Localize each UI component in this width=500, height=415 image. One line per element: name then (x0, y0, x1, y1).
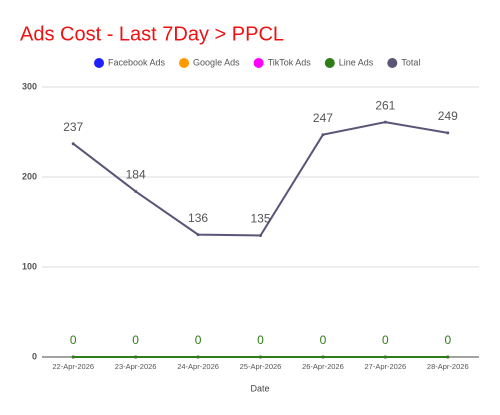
point (196, 355, 200, 359)
point (71, 142, 75, 146)
x-tick-label: 24-Apr-2026 (177, 362, 219, 371)
point (259, 234, 262, 237)
data-label: 0 (320, 333, 327, 347)
point (196, 233, 200, 237)
x-tick-label: 26-Apr-2026 (302, 362, 344, 371)
point (321, 355, 325, 359)
x-tick-label: 27-Apr-2026 (365, 362, 407, 371)
data-label: 135 (250, 212, 270, 226)
chart-title: Ads Cost - Last 7Day > PPCL (20, 23, 284, 45)
y-tick-label: 0 (32, 351, 37, 361)
data-label: 261 (375, 98, 395, 112)
legend-marker (387, 58, 398, 68)
x-tick-label: 28-Apr-2026 (427, 362, 469, 371)
data-label: 0 (382, 333, 389, 347)
point (259, 355, 262, 359)
legend-label: Line Ads (339, 57, 374, 67)
legend-marker (324, 58, 335, 68)
data-label: 249 (438, 109, 458, 123)
data-label: 0 (444, 333, 451, 347)
data-label: 0 (132, 333, 139, 347)
data-label: 237 (63, 120, 83, 134)
point (446, 355, 450, 359)
point (71, 355, 75, 359)
point (134, 189, 138, 193)
legend-marker (253, 58, 264, 68)
data-label: 0 (70, 333, 77, 347)
point (446, 131, 450, 135)
data-label: 0 (195, 333, 202, 347)
point (321, 133, 325, 137)
point (383, 120, 387, 124)
y-tick-label: 200 (22, 171, 37, 181)
legend-label: TikTok Ads (268, 57, 312, 67)
point (383, 355, 387, 359)
y-tick-label: 100 (22, 261, 37, 271)
legend-marker (94, 58, 104, 68)
data-label: 0 (257, 333, 264, 347)
legend-label: Google Ads (193, 57, 240, 67)
y-tick-label: 300 (22, 81, 37, 91)
data-label: 247 (313, 111, 333, 125)
data-label: 136 (188, 211, 208, 225)
legend-label: Facebook Ads (108, 57, 166, 67)
legend-label: Total (401, 57, 420, 67)
x-tick-label: 23-Apr-2026 (115, 362, 157, 371)
data-label: 184 (126, 168, 146, 182)
point (134, 355, 138, 359)
x-axis-title: Date (250, 383, 269, 393)
x-tick-label: 25-Apr-2026 (240, 362, 282, 371)
legend-marker (179, 58, 190, 68)
x-tick-label: 22-Apr-2026 (52, 362, 94, 371)
